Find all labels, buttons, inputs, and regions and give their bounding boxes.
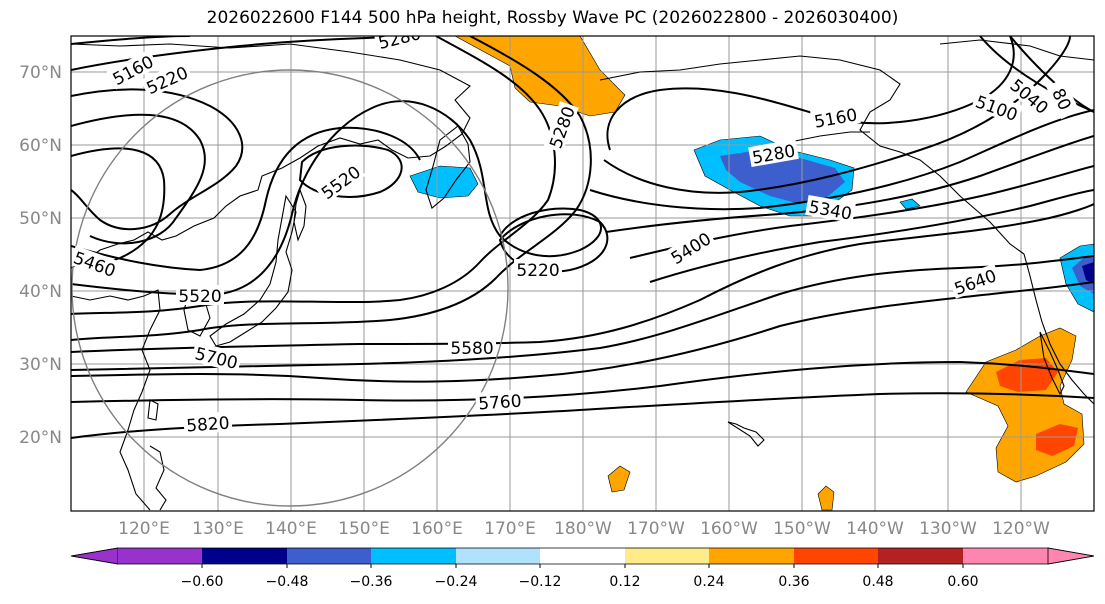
colorbar-tick-label: −0.24 bbox=[435, 574, 478, 590]
colorbar-swatch bbox=[118, 548, 202, 564]
shade-strong-mexico-1 bbox=[996, 358, 1058, 392]
contour-label: 5760 bbox=[478, 392, 523, 415]
shade-positive-mexico bbox=[965, 327, 1085, 483]
contour-label: 5340 bbox=[807, 197, 853, 224]
lon-label: 120°E bbox=[118, 519, 170, 539]
lat-label: 70°N bbox=[19, 63, 62, 83]
shade-strong-mexico-2 bbox=[1036, 424, 1078, 456]
lon-label: 180°W bbox=[554, 519, 612, 539]
colorbar-swatch bbox=[456, 548, 540, 564]
coast-canada-north bbox=[939, 39, 1094, 61]
colorbar-swatch bbox=[202, 548, 287, 564]
contour-5220-east bbox=[603, 36, 1071, 194]
colorbar-swatch bbox=[287, 548, 371, 564]
lon-label: 140°W bbox=[846, 519, 904, 539]
contour-label: 5700 bbox=[193, 344, 240, 374]
contour-5340-arc bbox=[71, 36, 592, 341]
lat-label: 20°N bbox=[19, 428, 62, 448]
contour-5160-west bbox=[71, 36, 191, 45]
shade-negative-east-edge-core bbox=[1082, 262, 1094, 284]
colorbar-tick-label: −0.60 bbox=[181, 574, 224, 590]
colorbar-swatch bbox=[540, 548, 625, 564]
map-circle bbox=[71, 69, 509, 507]
lon-label: 140°E bbox=[265, 519, 317, 539]
colorbar-tick-label: −0.12 bbox=[519, 574, 562, 590]
map-gridlines bbox=[71, 36, 1094, 511]
colorbar-swatch bbox=[371, 548, 456, 564]
lat-label: 30°N bbox=[19, 355, 62, 375]
lon-label: 170°E bbox=[484, 519, 536, 539]
contour-label: 5280 bbox=[376, 24, 423, 54]
lon-label: 170°W bbox=[627, 519, 685, 539]
contour-5580 bbox=[71, 203, 1094, 353]
latitude-labels: 70°N 60°N 50°N 40°N 30°N 20°N bbox=[19, 63, 62, 448]
lon-label: 160°E bbox=[411, 519, 463, 539]
coast-alaska bbox=[599, 55, 1025, 255]
contour-5700 bbox=[71, 281, 1094, 383]
lon-label: 130°E bbox=[192, 519, 244, 539]
colorbar-swatch bbox=[963, 548, 1048, 564]
figure-title: 2026022600 F144 500 hPa height, Rossby W… bbox=[206, 8, 899, 28]
colorbar: −0.60 −0.48 −0.36 −0.24 −0.12 0.12 0.24 … bbox=[70, 547, 1095, 590]
shade-positive-hawaii-1 bbox=[607, 465, 631, 493]
colorbar-tick-label: 0.12 bbox=[609, 574, 640, 590]
colorbar-swatch bbox=[709, 548, 794, 564]
contour-5340-west bbox=[71, 113, 206, 245]
lon-label: 130°W bbox=[919, 519, 977, 539]
contour-5160-east bbox=[606, 36, 1015, 151]
colorbar-extend-high bbox=[1047, 547, 1095, 565]
coast-philippines bbox=[149, 445, 167, 511]
coast-japan bbox=[209, 194, 297, 347]
contour-5640 bbox=[71, 255, 1094, 371]
colorbar-tick-label: 0.24 bbox=[693, 574, 724, 590]
lon-label: 150°E bbox=[338, 519, 390, 539]
colorbar-tick-label: 0.48 bbox=[862, 574, 893, 590]
contour-5280-east bbox=[589, 109, 1094, 211]
contour-label: 5220 bbox=[516, 261, 559, 281]
contour-5280-arc bbox=[71, 36, 556, 315]
lon-label: 160°W bbox=[700, 519, 758, 539]
colorbar-outline bbox=[70, 547, 1095, 565]
map-frame bbox=[70, 35, 1095, 512]
lat-label: 50°N bbox=[19, 209, 62, 229]
colorbar-tick-label: 0.60 bbox=[947, 574, 978, 590]
contour-5460-east bbox=[649, 189, 1094, 283]
colorbar-swatch bbox=[625, 548, 709, 564]
colorbar-tick-label: 0.36 bbox=[778, 574, 809, 590]
lat-label: 60°N bbox=[19, 136, 62, 156]
coast-kamchatka bbox=[425, 125, 471, 209]
colorbar-tick-label: −0.48 bbox=[266, 574, 309, 590]
contour-label: 5580 bbox=[450, 339, 493, 359]
contour-5760 bbox=[71, 360, 1094, 403]
shade-positive-hawaii-2 bbox=[817, 485, 835, 511]
colorbar-tick-label: −0.36 bbox=[350, 574, 393, 590]
coast-na-west bbox=[1023, 253, 1094, 405]
coast-taiwan bbox=[147, 399, 159, 421]
lon-label: 150°W bbox=[773, 519, 831, 539]
contour-5280-west bbox=[71, 88, 244, 231]
contour-label: 5520 bbox=[178, 287, 221, 307]
colorbar-swatch bbox=[794, 548, 878, 564]
contour-label: 5160 bbox=[813, 105, 859, 132]
shade-negative-small bbox=[899, 198, 921, 210]
contour-5400-west bbox=[71, 147, 166, 265]
shade-negative-kamchatka bbox=[409, 165, 479, 199]
contour-label: 5820 bbox=[186, 414, 231, 437]
colorbar-swatch bbox=[878, 548, 963, 564]
contour-5520 bbox=[71, 100, 602, 296]
longitude-labels: 120°E 130°E 140°E 150°E 160°E 170°E 180°… bbox=[118, 519, 1050, 539]
contour-labels: 5160 5220 5280 5520 5460 5280 5160 5220 … bbox=[71, 24, 1080, 437]
lon-label: 120°W bbox=[992, 519, 1050, 539]
coast-sakhalin bbox=[293, 188, 307, 242]
lat-label: 40°N bbox=[19, 282, 62, 302]
contour-5220-west bbox=[71, 36, 421, 71]
contour-5460 bbox=[71, 126, 421, 272]
coast-hawaii bbox=[727, 421, 765, 447]
coastlines bbox=[71, 39, 1094, 511]
coast-baja bbox=[1039, 331, 1065, 396]
contour-5340-east bbox=[605, 135, 1094, 233]
colorbar-extend-low bbox=[70, 547, 119, 565]
coast-asia-north bbox=[71, 43, 471, 269]
